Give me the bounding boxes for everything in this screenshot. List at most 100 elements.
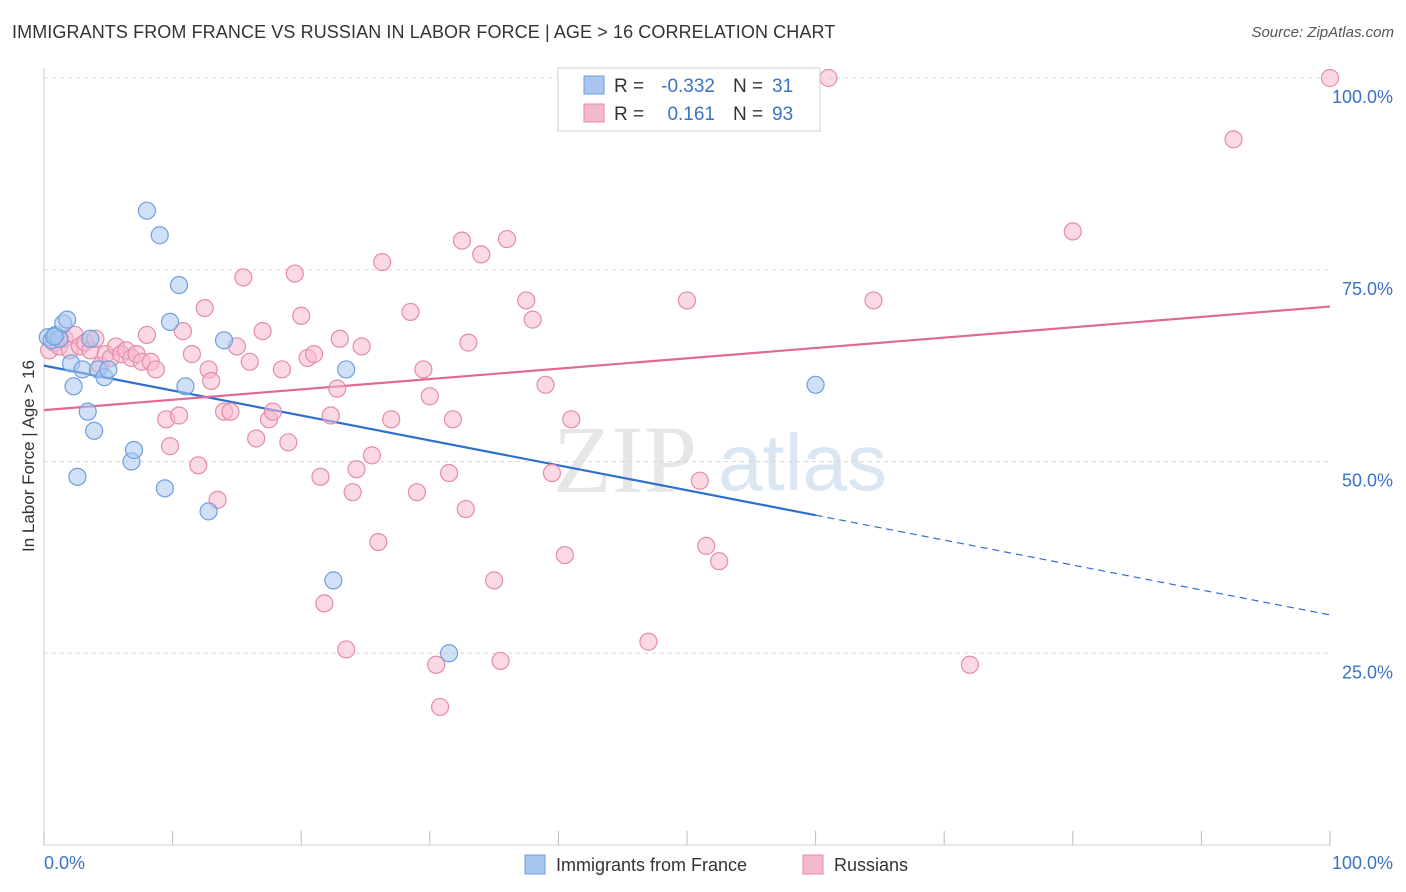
- y-tick-label: 75.0%: [1342, 279, 1393, 299]
- russian-point: [173, 322, 192, 341]
- russian-point: [401, 302, 420, 322]
- russian-point: [427, 655, 446, 674]
- russian-point: [330, 329, 349, 348]
- russian-point: [542, 463, 562, 483]
- france-point: [337, 360, 356, 379]
- france-n-label: N =: [733, 76, 763, 97]
- russian-n-value: 93: [772, 104, 793, 125]
- france-point: [439, 644, 459, 663]
- russian-point: [710, 552, 729, 571]
- france-point: [68, 467, 87, 486]
- russian-point: [456, 499, 475, 519]
- stats-legend: R = -0.332 N = 31 R = 0.161 N = 93: [557, 67, 821, 132]
- russian-point: [160, 437, 180, 456]
- y-axis-label: In Labor Force | Age > 16: [19, 360, 38, 552]
- russian-point: [292, 306, 311, 325]
- russian-point: [677, 291, 697, 310]
- russian-point: [253, 322, 272, 341]
- x-tick-label: 100.0%: [1332, 853, 1393, 873]
- russian-r-label: R =: [614, 104, 644, 125]
- france-point: [99, 360, 118, 379]
- russian-point: [697, 536, 716, 555]
- axes: [43, 68, 1331, 846]
- france-trend-extension: [815, 514, 1331, 616]
- russian-point: [247, 429, 266, 448]
- legend-france-swatch: [524, 854, 546, 875]
- russian-point: [362, 446, 382, 465]
- russian-point: [414, 360, 433, 379]
- russian-point: [1063, 222, 1082, 241]
- y-tick-label: 100.0%: [1332, 87, 1393, 107]
- russian-point: [369, 532, 388, 552]
- russian-point: [311, 467, 330, 486]
- watermark-atlas: atlas: [718, 418, 887, 507]
- russian-trend-line: [43, 305, 1331, 412]
- russian-point: [690, 471, 709, 490]
- russian-point: [472, 245, 491, 264]
- france-r-value: -0.332: [661, 76, 715, 97]
- france-point: [160, 312, 180, 332]
- russian-point: [137, 325, 156, 345]
- russian-point: [452, 231, 472, 250]
- russian-n-label: N =: [733, 104, 763, 125]
- x-tick-label: 0.0%: [44, 853, 85, 873]
- russian-point: [240, 352, 259, 371]
- gridlines: [44, 77, 1330, 654]
- france-point: [81, 329, 100, 348]
- russian-point: [819, 68, 838, 88]
- russian-point: [263, 402, 283, 421]
- france-point: [169, 275, 189, 295]
- russian-point: [497, 229, 517, 249]
- russian-point: [189, 456, 208, 475]
- russian-swatch: [583, 103, 605, 123]
- russian-point: [304, 345, 324, 364]
- russian-point: [864, 291, 883, 310]
- russian-point: [202, 371, 221, 391]
- legend-russian-swatch: [802, 854, 824, 875]
- y-tick-label: 25.0%: [1342, 662, 1393, 682]
- russian-point: [1320, 68, 1340, 88]
- trend-lines: [43, 305, 1331, 616]
- russian-point: [555, 545, 574, 565]
- france-point: [64, 377, 83, 396]
- legend-france-label: Immigrants from France: [556, 855, 747, 875]
- france-point: [324, 571, 343, 590]
- russian-point: [352, 337, 371, 356]
- russian-point: [523, 310, 542, 329]
- france-point: [806, 375, 825, 394]
- russian-point: [485, 571, 504, 590]
- russian-point: [221, 402, 240, 421]
- russian-point: [960, 655, 980, 674]
- russian-point: [279, 433, 298, 452]
- russian-point: [328, 379, 347, 398]
- russian-point: [491, 651, 510, 671]
- france-n-value: 31: [772, 76, 793, 97]
- russian-point: [420, 387, 439, 406]
- russian-point: [536, 375, 555, 394]
- tick-labels: 100.0% 75.0% 50.0% 25.0% 0.0% 100.0%: [44, 87, 1393, 873]
- legend-russian-label: Russians: [834, 855, 908, 875]
- russian-r-value: 0.161: [667, 104, 715, 125]
- france-point: [137, 201, 156, 220]
- russian-point: [459, 333, 478, 352]
- france-swatch: [583, 75, 605, 95]
- russian-point: [182, 345, 201, 364]
- russian-point: [146, 360, 165, 379]
- france-point: [214, 331, 234, 350]
- france-point: [176, 377, 195, 396]
- russian-point: [337, 640, 356, 659]
- source-credit: Source: ZipAtlas.com: [1251, 24, 1394, 41]
- russian-point: [373, 252, 392, 272]
- russian-point: [517, 291, 536, 310]
- chart-title: IMMIGRANTS FROM FRANCE VS RUSSIAN IN LAB…: [12, 22, 836, 42]
- france-point: [58, 310, 77, 329]
- russian-point: [343, 483, 362, 502]
- france-point: [124, 440, 144, 460]
- france-point: [150, 226, 169, 245]
- france-point: [78, 402, 97, 421]
- data-points: [38, 68, 1340, 717]
- france-point: [73, 360, 92, 379]
- russian-point: [321, 406, 340, 425]
- russian-point: [234, 268, 253, 287]
